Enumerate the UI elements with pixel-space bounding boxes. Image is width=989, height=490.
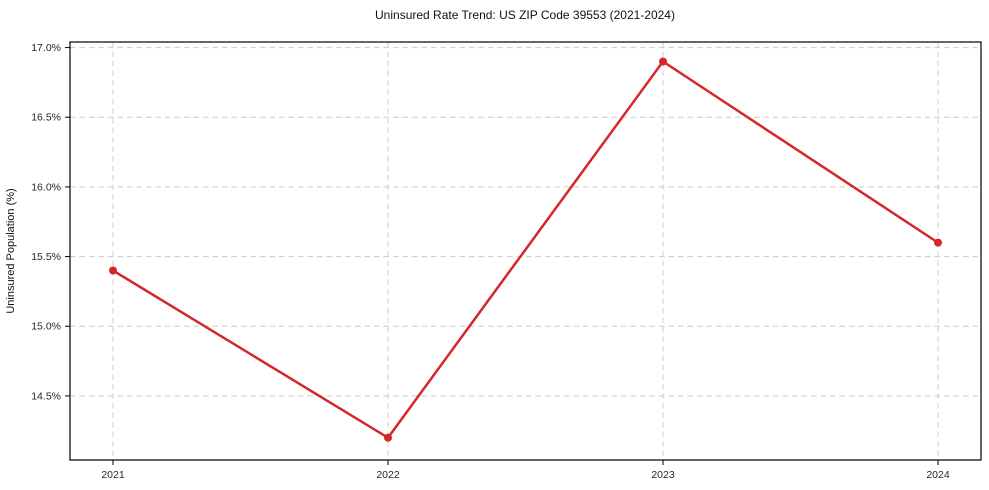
plot-border [69,41,982,461]
chart-title: Uninsured Rate Trend: US ZIP Code 39553 … [375,8,675,22]
x-tick-label: 2023 [651,469,675,481]
y-axis-label: Uninsured Population (%) [5,188,17,313]
data-point [384,433,392,442]
y-tick-label: 16.5% [31,112,61,124]
line-series [109,57,942,442]
data-point [934,238,942,247]
y-tick-label: 14.5% [31,390,61,402]
y-tick-label: 17.0% [31,42,61,54]
x-tick-label: 2021 [101,469,125,481]
trend-line [111,60,940,439]
y-tick-label: 15.5% [31,251,61,263]
x-tick-label: 2024 [926,469,950,481]
y-tick-label: 16.0% [31,181,61,193]
y-tick-label: 15.0% [31,321,61,333]
data-point [659,57,667,66]
grid-layer [70,42,981,460]
data-point [109,266,117,275]
axes-layer: 14.5% 15.0% 15.5% 16.0% 16.5% 17.0% 2021 2022 20… [31,41,982,481]
x-tick-label: 2022 [376,469,400,481]
